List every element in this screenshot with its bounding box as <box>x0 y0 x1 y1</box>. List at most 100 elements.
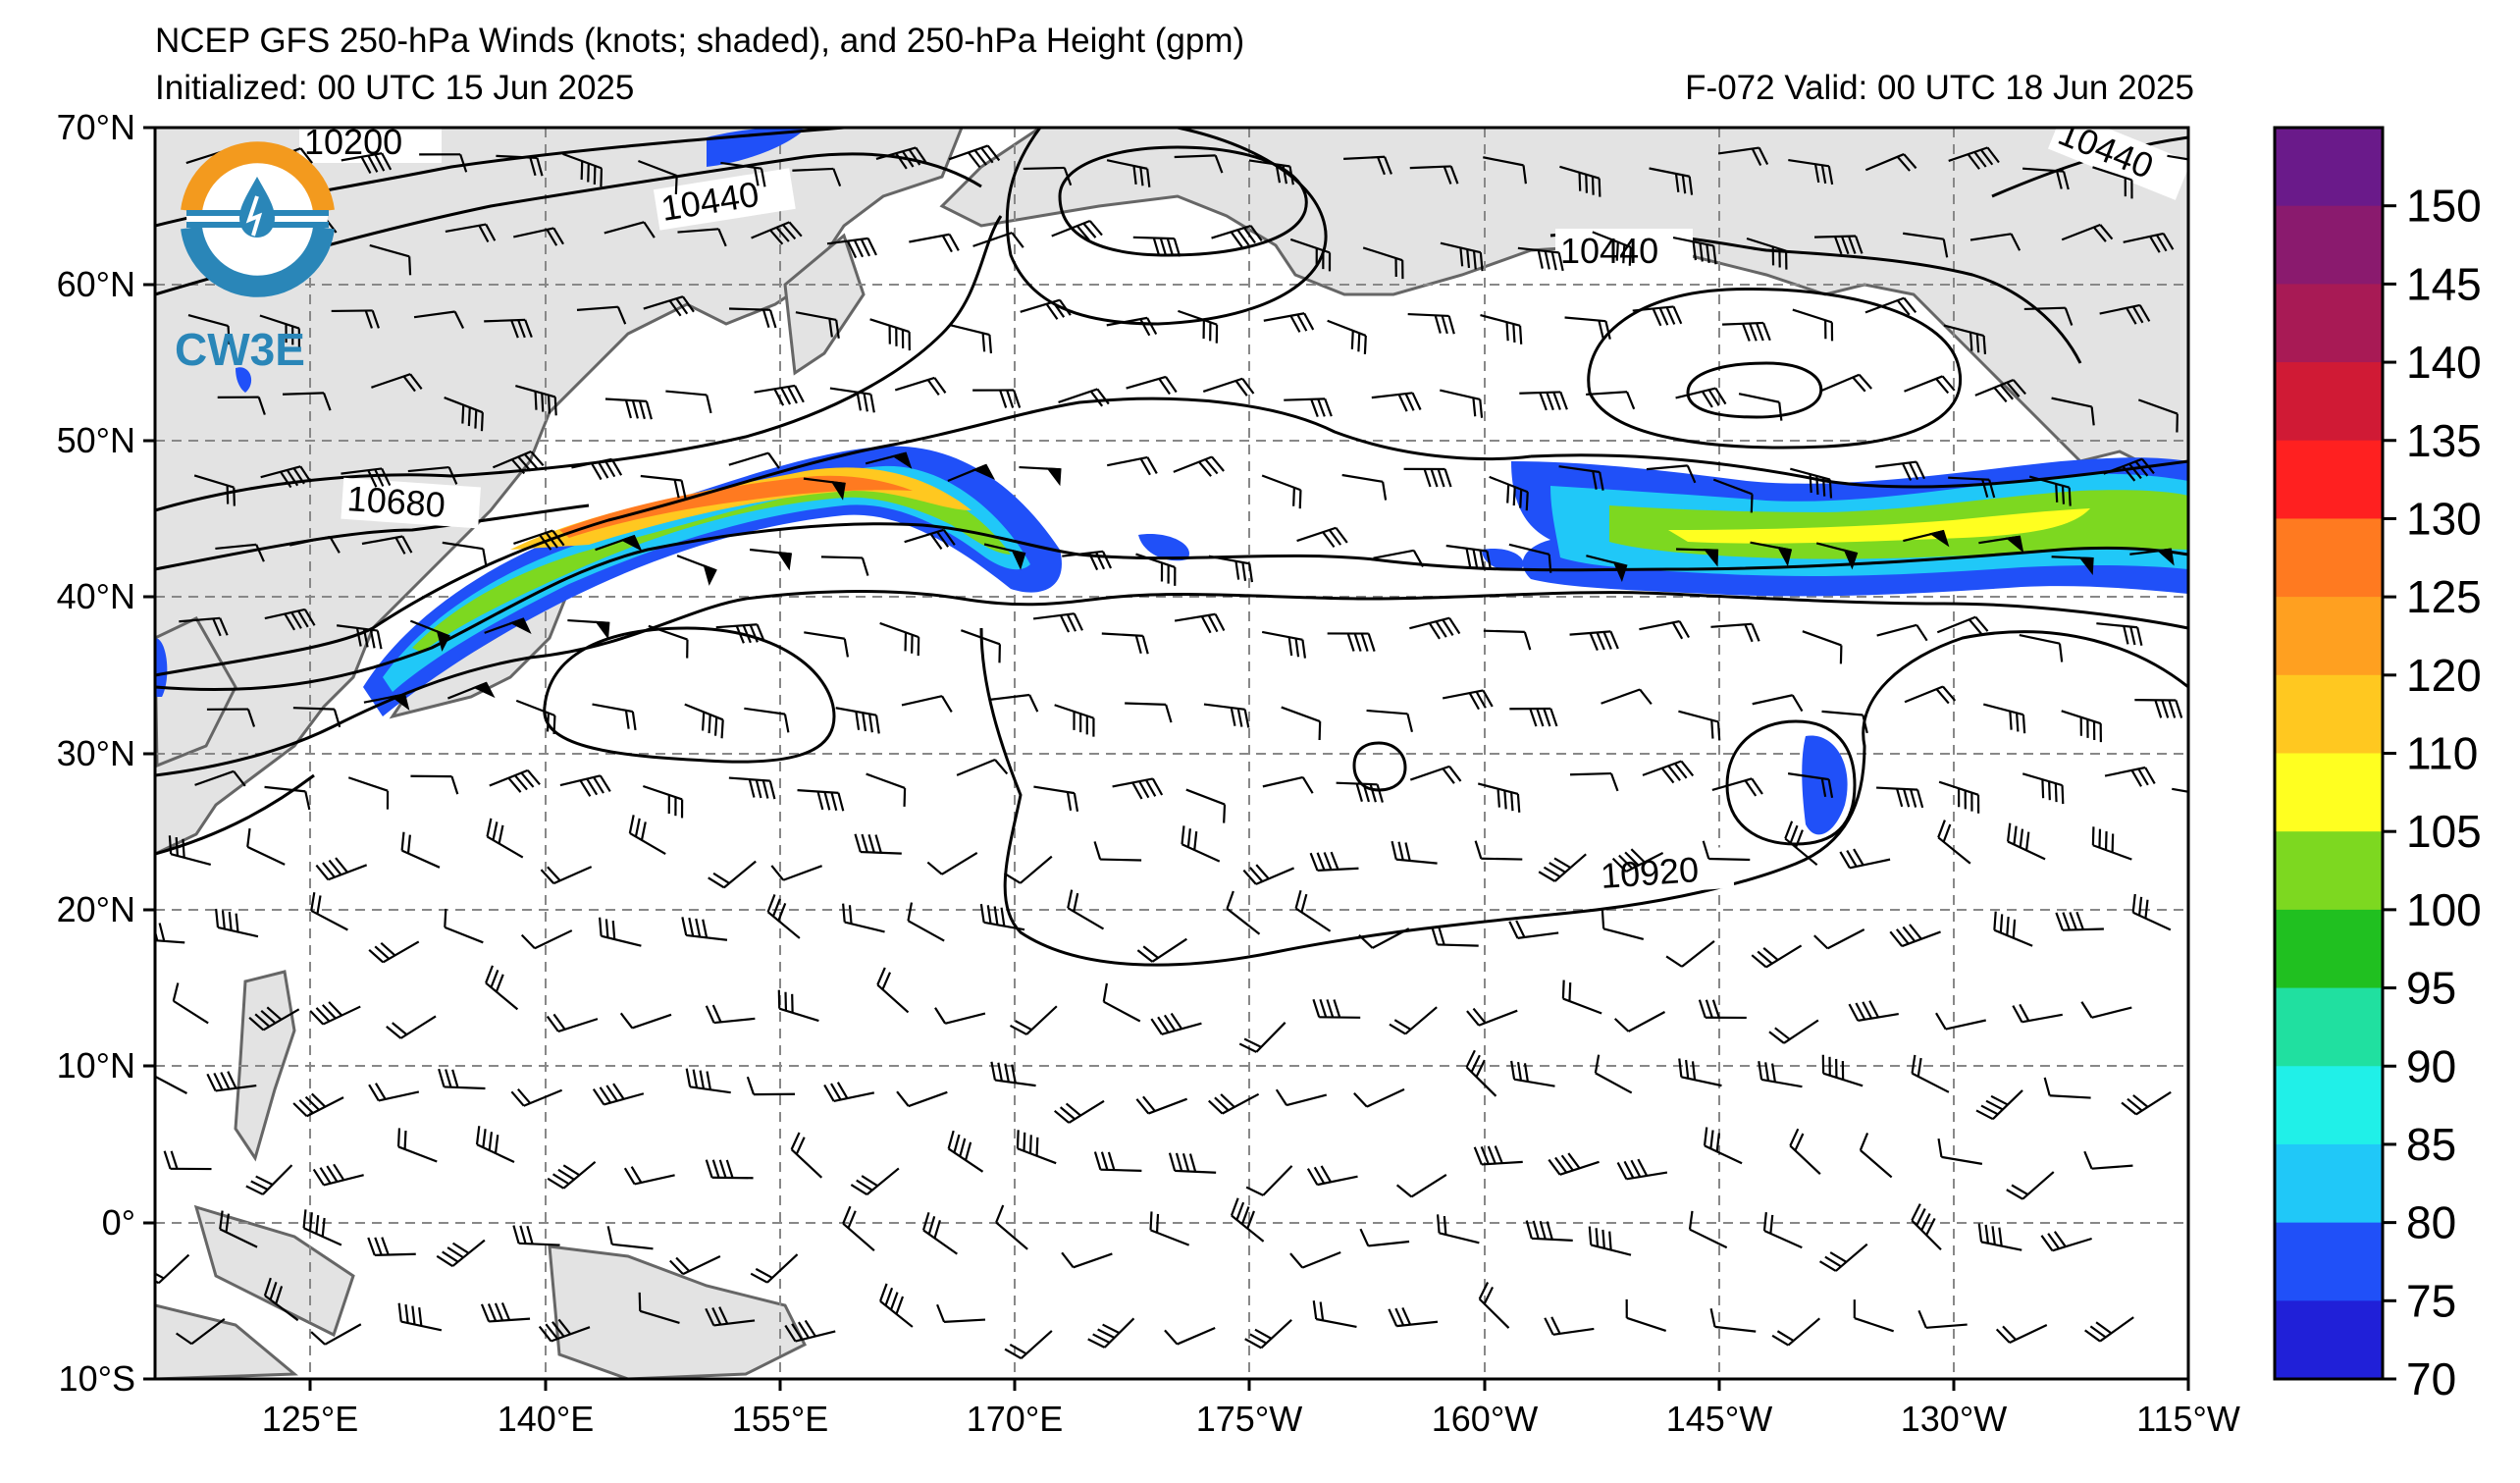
wind-barb <box>1474 840 1523 861</box>
wind-barb <box>628 815 666 855</box>
wind-barb <box>1309 851 1359 872</box>
wind-barb <box>1289 1250 1341 1269</box>
wind-barb <box>438 1068 486 1090</box>
wind-barb <box>289 535 341 554</box>
wind-barb <box>865 451 913 469</box>
wind-barb <box>728 451 780 469</box>
wind-barb <box>1758 1061 1803 1088</box>
wind-barb <box>1061 1251 1113 1269</box>
wind-barb <box>705 1004 756 1025</box>
wind-barb <box>879 621 920 657</box>
contour-label-10440-b: 10440 <box>1560 231 1658 271</box>
wind-barb <box>1752 694 1804 713</box>
wind-barb <box>248 1006 300 1032</box>
wind-barb <box>187 314 231 345</box>
wind-barb <box>595 534 643 552</box>
wind-barb <box>1558 465 1604 491</box>
wind-barb <box>1889 924 1941 948</box>
lat-label: 0° <box>102 1202 135 1243</box>
wind-barb <box>520 929 573 950</box>
wind-barb <box>475 1126 515 1164</box>
wind-barb <box>648 624 689 659</box>
wind-barb <box>592 703 637 731</box>
wind-barb <box>784 1319 836 1343</box>
wind-barb <box>1903 529 1950 548</box>
wind-barb <box>367 1237 416 1256</box>
wind-barb <box>1242 864 1295 885</box>
wind-barb <box>1440 241 1484 272</box>
wind-barb <box>1261 474 1302 509</box>
wind-barb <box>1174 612 1226 634</box>
colorbar-segment <box>2275 597 2383 676</box>
wind-barb <box>936 1303 986 1323</box>
wind-barb <box>1275 1088 1328 1107</box>
wind-barb <box>1054 1099 1105 1124</box>
wind-barb <box>909 233 960 253</box>
wind-barb <box>1208 1092 1260 1115</box>
wind-barb <box>2028 475 2072 506</box>
wind-barb <box>571 457 623 481</box>
wind-barb <box>1712 478 1754 513</box>
wind-barb <box>1802 630 1843 664</box>
wind-barb <box>510 1087 563 1107</box>
wind-barb <box>2172 787 2188 793</box>
colorbar-label: 95 <box>2406 963 2456 1014</box>
wind-barb <box>155 923 185 944</box>
wind-barb <box>1519 391 1568 411</box>
wind-barb <box>1561 980 1602 1015</box>
wind-barb <box>1054 704 1095 737</box>
wind-barb <box>1248 159 1294 185</box>
wind-barb <box>894 376 947 397</box>
wind-barb <box>1821 710 1868 734</box>
wind-barb <box>1004 1330 1053 1359</box>
colorbar-label: 125 <box>2406 571 2482 622</box>
colorbar-segment <box>2275 674 2383 754</box>
wind-barb <box>1150 1012 1202 1035</box>
wind-barb <box>1230 1197 1265 1243</box>
wind-barb <box>1431 926 1479 947</box>
wind-barb <box>1181 825 1221 863</box>
wind-barb <box>1440 389 1484 418</box>
wind-barb <box>369 243 412 276</box>
wind-barb <box>263 1277 299 1322</box>
lat-label: 10°S <box>59 1358 135 1399</box>
wind-barb <box>1935 1012 1986 1031</box>
wind-barb <box>1601 910 1645 940</box>
wind-barb <box>684 703 724 739</box>
wind-barb <box>1306 1165 1358 1187</box>
wind-barbs <box>155 144 2188 1359</box>
wind-barb <box>1517 246 1564 272</box>
wind-barb <box>956 759 1009 776</box>
colorbar-label: 135 <box>2406 415 2482 466</box>
map-area: 10200 10440 10440 10440 10680 10920 <box>155 128 2188 1379</box>
wind-barb <box>1995 1323 2048 1345</box>
wind-barb <box>445 223 497 242</box>
wind-barb <box>1678 1058 1722 1087</box>
wind-barb <box>1948 476 1996 499</box>
wind-barb <box>1389 1006 1438 1035</box>
wind-barb <box>708 860 757 889</box>
wind-barb <box>513 227 564 246</box>
wind-barb <box>1678 710 1721 741</box>
wind-barb <box>484 617 532 635</box>
wind-barb <box>1164 1326 1216 1346</box>
lat-label: 20°N <box>57 889 135 929</box>
wind-barb <box>1911 1203 1942 1251</box>
wind-barb <box>215 908 259 938</box>
wind-barb <box>1371 392 1422 412</box>
wind-barb <box>1477 782 1521 813</box>
wind-barb <box>642 784 684 819</box>
contour-label-10680: 10680 <box>345 478 446 525</box>
wind-barb <box>1876 623 1928 642</box>
wind-barb <box>1062 550 1113 571</box>
wind-barb <box>1407 312 1455 335</box>
wind-barb <box>1388 1306 1439 1328</box>
wind-barb <box>1403 467 1452 488</box>
wind-barb <box>396 1128 438 1163</box>
wind-barb <box>2103 457 2155 482</box>
wind-barb <box>820 556 869 576</box>
wind-barb <box>1106 159 1151 187</box>
wind-barb <box>604 221 656 238</box>
wind-barb <box>1688 1210 1728 1249</box>
